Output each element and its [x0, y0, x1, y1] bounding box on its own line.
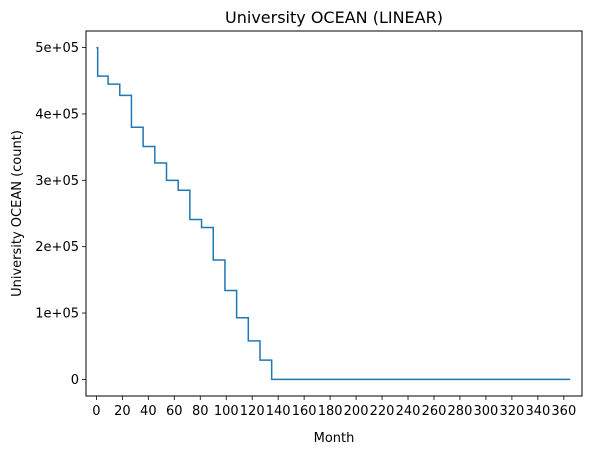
y-axis-label: University OCEAN (count): [10, 130, 25, 297]
x-tick-label: 160: [292, 404, 317, 419]
x-axis-label: Month: [314, 431, 355, 446]
series-line-0: [96, 46, 571, 381]
x-tick-label: 120: [240, 404, 265, 419]
x-tick-label: 40: [140, 404, 157, 419]
y-tick-label: 0: [71, 373, 79, 388]
x-tick-label: 240: [396, 404, 421, 419]
y-tick-label: 2e+05: [35, 240, 79, 255]
y-axis-ticks: 0 1e+05 2e+05 3e+05 4e+05 5e+05: [35, 41, 86, 388]
x-axis-ticks: 0 20 40 60 80 100 120 140 160 180 200 220 240 260 280 3…: [92, 396, 576, 419]
x-tick-label: 260: [422, 404, 447, 419]
y-tick-label: 1e+05: [35, 307, 79, 322]
x-tick-label: 180: [318, 404, 343, 419]
x-tick-label: 0: [92, 404, 100, 419]
x-tick-label: 300: [474, 404, 499, 419]
x-tick-label: 320: [499, 404, 524, 419]
plot-area: [86, 31, 582, 396]
x-tick-label: 280: [448, 404, 473, 419]
x-tick-label: 140: [266, 404, 291, 419]
y-tick-label: 4e+05: [35, 107, 79, 122]
x-tick-label: 100: [214, 404, 239, 419]
x-tick-label: 220: [370, 404, 395, 419]
x-tick-label: 80: [192, 404, 209, 419]
x-tick-label: 60: [166, 404, 183, 419]
y-tick-label: 3e+05: [35, 174, 79, 189]
x-tick-label: 20: [114, 404, 131, 419]
plot-frame: [85, 30, 583, 397]
series-layer: [96, 46, 571, 381]
x-tick-label: 360: [551, 404, 576, 419]
chart-title: University OCEAN (LINEAR): [225, 8, 443, 27]
x-tick-label: 200: [344, 404, 369, 419]
y-tick-label: 5e+05: [35, 41, 79, 56]
x-tick-label: 340: [525, 404, 550, 419]
